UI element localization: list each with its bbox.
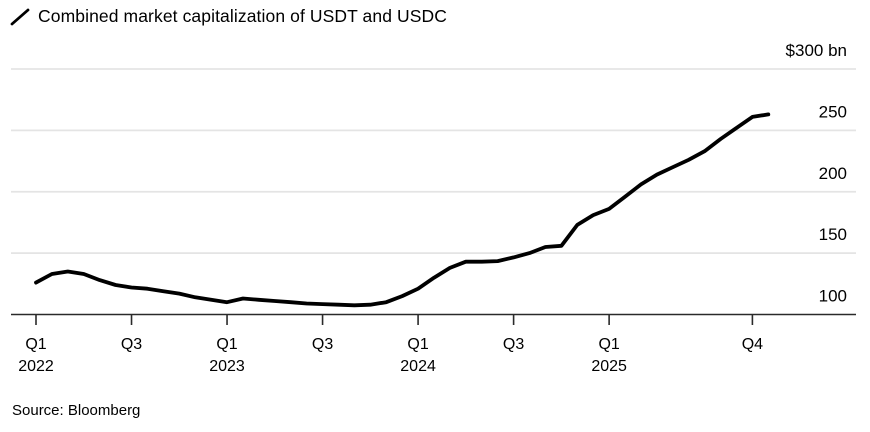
x-axis-label-quarter: Q4 — [742, 336, 763, 353]
x-axis-label-quarter: Q1 — [598, 336, 619, 353]
x-axis-label-quarter: Q1 — [407, 336, 428, 353]
x-axis-label-year: 2024 — [400, 358, 436, 375]
x-axis-label-year: 2022 — [18, 358, 54, 375]
y-axis-label: 250 — [819, 102, 847, 121]
x-axis-label-quarter: Q1 — [25, 336, 46, 353]
x-axis-label-quarter: Q3 — [503, 336, 524, 353]
data-line-usdt-usdc — [34, 112, 771, 308]
x-axis-label-year: 2023 — [209, 358, 245, 375]
y-axis-label: $300 bn — [786, 41, 847, 60]
x-axis-label-quarter: Q3 — [312, 336, 333, 353]
source-label: Source: Bloomberg — [12, 402, 141, 419]
chart-title: Combined market capitalization of USDT a… — [38, 6, 447, 26]
y-axis-label: 100 — [819, 287, 847, 306]
x-axis-label-year: 2025 — [591, 358, 627, 375]
y-axis-label: 150 — [819, 225, 847, 244]
y-axis-label: 200 — [819, 164, 847, 183]
x-axis-label-quarter: Q3 — [121, 336, 142, 353]
x-axis-label-quarter: Q1 — [216, 336, 237, 353]
line-legend-icon — [10, 8, 30, 25]
chart-header: Combined market capitalization of USDT a… — [10, 6, 447, 27]
